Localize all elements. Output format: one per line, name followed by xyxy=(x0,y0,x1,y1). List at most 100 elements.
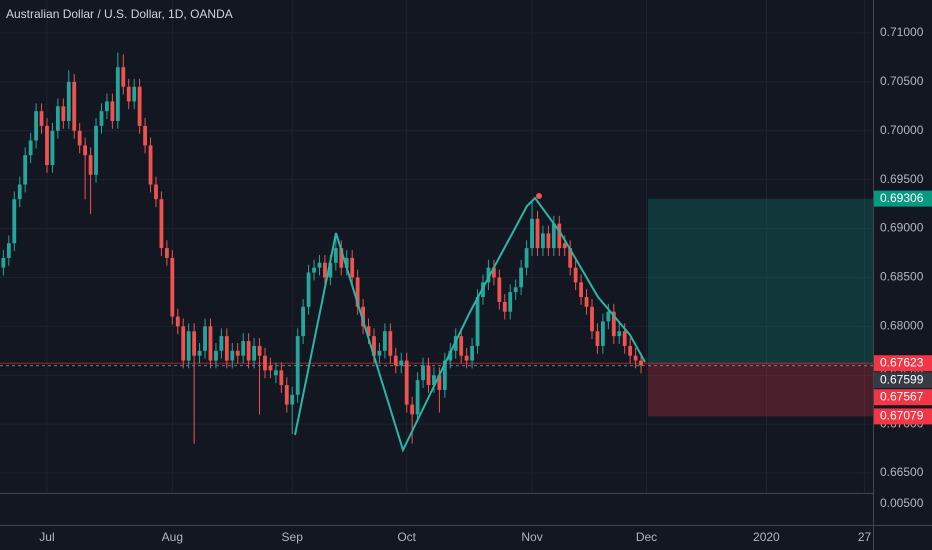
candle-body xyxy=(568,248,573,268)
candle-body xyxy=(573,267,578,283)
candle-body xyxy=(470,345,474,361)
candle-body xyxy=(219,336,224,351)
candle-body xyxy=(164,248,169,258)
candle-body xyxy=(154,184,158,200)
candle-body xyxy=(339,248,344,268)
y-tick-label: 0.71000 xyxy=(880,25,924,39)
candle-body xyxy=(606,311,611,322)
candle-body xyxy=(230,350,235,361)
y-tick-label: 0.66500 xyxy=(880,465,924,479)
candle-body xyxy=(252,345,256,361)
candle-body xyxy=(622,331,627,346)
x-tick-label: Sep xyxy=(282,530,304,544)
candle-body xyxy=(502,301,507,312)
x-tick-label: Oct xyxy=(397,530,416,544)
candle-body xyxy=(317,262,322,268)
candle-body xyxy=(197,350,202,356)
candle-body xyxy=(257,345,262,356)
candle-body xyxy=(159,199,164,249)
candle-body xyxy=(486,267,491,283)
candle-body xyxy=(263,355,267,371)
candle-body xyxy=(361,306,365,327)
candle-body xyxy=(551,223,556,249)
candle-body xyxy=(333,248,338,263)
position-tool xyxy=(0,198,873,417)
candle-body xyxy=(50,130,55,165)
candle-body xyxy=(611,311,616,337)
candle-body xyxy=(388,331,393,356)
y-tick-label: 0.69000 xyxy=(880,221,924,235)
candle-body xyxy=(432,375,436,386)
candle-body xyxy=(12,199,17,244)
price-label: 0.67567 xyxy=(880,389,924,403)
candle-body xyxy=(350,257,355,278)
candle-body xyxy=(541,233,545,249)
x-tick-label: Dec xyxy=(636,530,657,544)
candle-body xyxy=(442,360,447,390)
price-label: 0.67623 xyxy=(880,355,924,369)
y-tick-label: 0.69500 xyxy=(880,172,924,186)
candle-body xyxy=(595,331,600,346)
candle-body xyxy=(6,243,11,258)
candles xyxy=(1,52,643,444)
candle-body xyxy=(410,404,415,415)
candle-body xyxy=(34,111,38,141)
candle-body xyxy=(290,394,295,405)
x-tick-label: Nov xyxy=(521,530,542,544)
candle-body xyxy=(312,267,316,273)
profit-zone xyxy=(648,198,873,364)
candle-body xyxy=(224,336,229,361)
candle-body xyxy=(121,67,126,87)
candle-body xyxy=(628,345,633,356)
candle-body xyxy=(170,257,175,317)
candle-body xyxy=(208,326,213,361)
chart-title: Australian Dollar / U.S. Dollar, 1D, OAN… xyxy=(6,7,233,21)
candle-body xyxy=(497,277,502,302)
candle-body xyxy=(464,355,469,361)
candle-body xyxy=(557,223,562,249)
candle-body xyxy=(519,267,524,288)
price-label-bg xyxy=(874,372,932,389)
candle-body xyxy=(323,262,327,278)
candle-body xyxy=(214,350,218,361)
candle-body xyxy=(148,145,153,185)
candle-body xyxy=(459,336,464,356)
candle-body xyxy=(404,360,409,405)
candle-body xyxy=(562,243,567,249)
y-tick-label: 0.70000 xyxy=(880,123,924,137)
candle-body xyxy=(513,287,518,293)
candle-body xyxy=(372,336,376,356)
candle-body xyxy=(273,370,278,376)
candle-body xyxy=(241,341,246,356)
candle-body xyxy=(268,365,273,371)
price-label-bg xyxy=(874,355,932,372)
candle-body xyxy=(295,336,300,395)
candle-body xyxy=(72,81,77,131)
price-label-bg xyxy=(874,389,932,406)
candle-body xyxy=(137,86,142,126)
candle-body xyxy=(377,350,382,356)
x-tick-label: Jul xyxy=(39,530,54,544)
candle-body xyxy=(437,375,442,390)
candle-body xyxy=(45,125,49,165)
price-label: 0.67079 xyxy=(880,409,924,423)
loss-zone xyxy=(648,363,873,417)
candle-body xyxy=(143,125,147,146)
zigzag-drawing xyxy=(294,196,646,453)
candle-body xyxy=(600,321,605,346)
candle-body xyxy=(203,326,207,351)
price-label-bg xyxy=(874,190,932,207)
candle-body xyxy=(426,365,431,386)
candle-body xyxy=(306,272,311,307)
candle-body xyxy=(301,306,306,337)
price-label: 0.67599 xyxy=(880,372,924,386)
candle-body xyxy=(639,360,643,366)
candle-body xyxy=(88,155,93,175)
candle-body xyxy=(530,218,534,249)
candle-body xyxy=(186,331,191,361)
candle-body xyxy=(115,67,120,121)
candle-body xyxy=(126,86,131,102)
candle-body xyxy=(535,218,540,249)
x-tick-label: 2020 xyxy=(753,530,780,544)
